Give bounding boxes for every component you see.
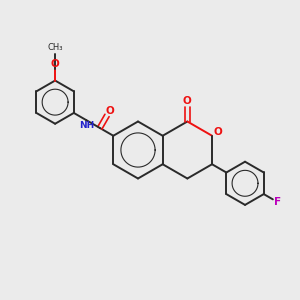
Text: O: O	[183, 96, 192, 106]
Text: NH: NH	[79, 121, 94, 130]
Text: O: O	[51, 59, 59, 69]
Text: O: O	[213, 128, 222, 137]
Text: F: F	[274, 197, 281, 207]
Text: CH₃: CH₃	[47, 43, 63, 52]
Text: O: O	[105, 106, 114, 116]
